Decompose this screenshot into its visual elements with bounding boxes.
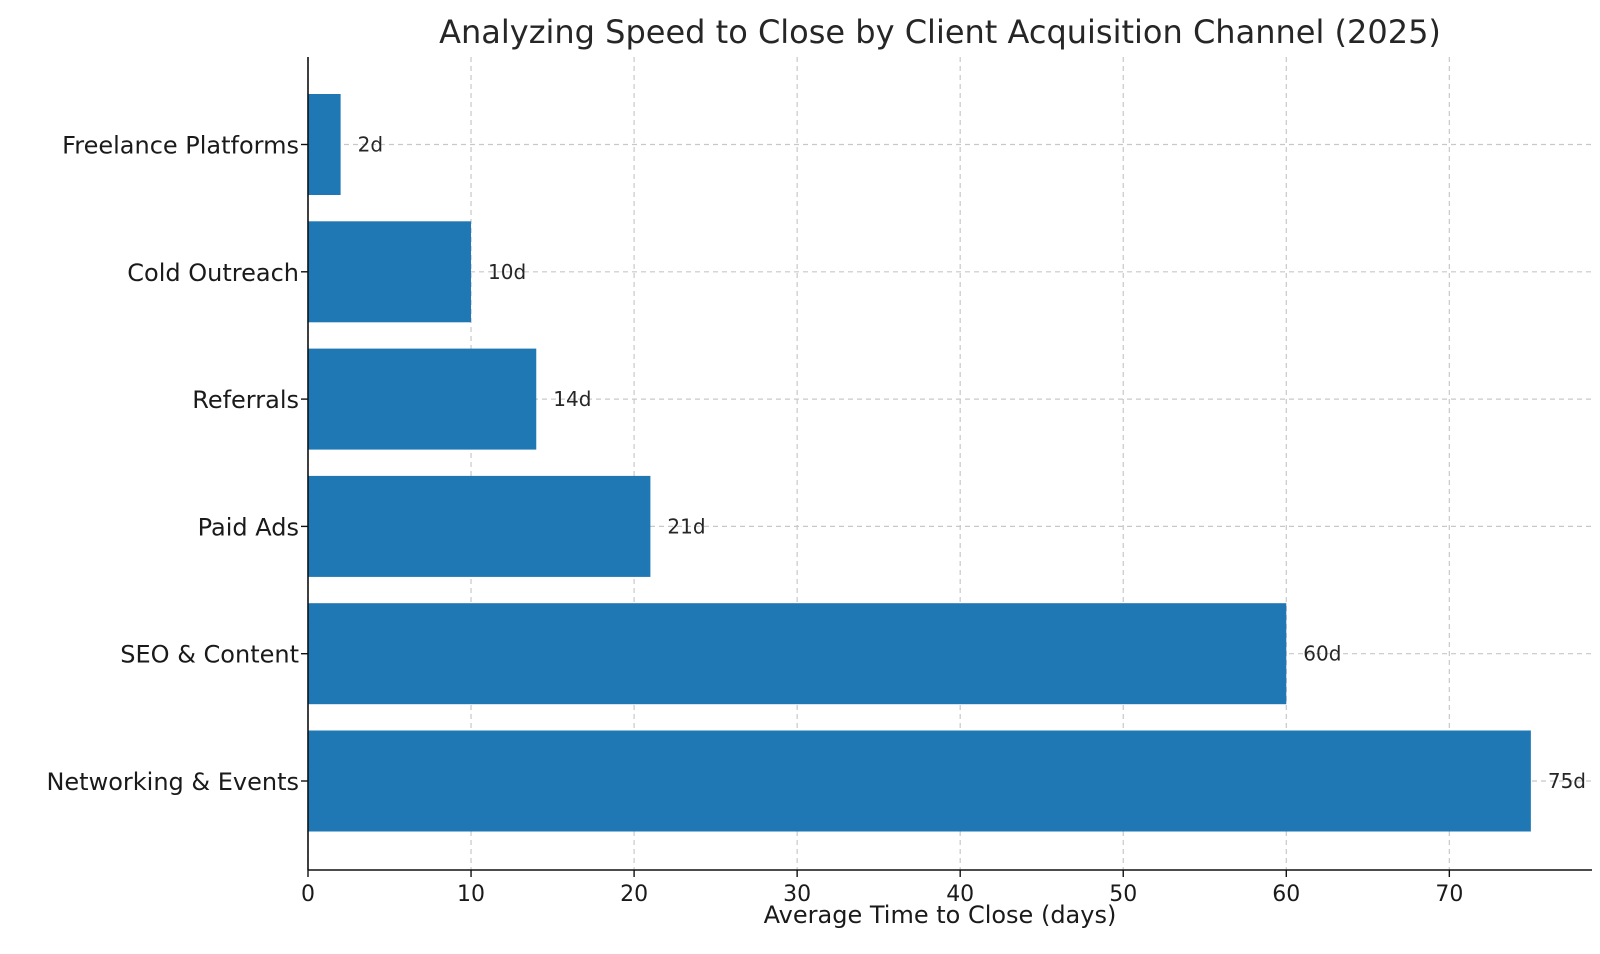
category-label: Cold Outreach (127, 259, 299, 287)
x-tick-label: 70 (1435, 882, 1463, 907)
bar (308, 475, 651, 577)
data-label: 14d (553, 387, 591, 411)
x-tick-label: 60 (1272, 882, 1300, 907)
bar (308, 603, 1287, 705)
category-label: Referrals (192, 386, 299, 414)
x-tick-label: 20 (620, 882, 648, 907)
bar (308, 221, 472, 323)
bar (308, 348, 537, 450)
data-label: 60d (1303, 642, 1341, 666)
x-tick-label: 30 (783, 882, 811, 907)
category-label: SEO & Content (120, 641, 299, 669)
data-label: 2d (358, 133, 383, 157)
x-tick-label: 10 (457, 882, 485, 907)
x-axis-label: Average Time to Close (days) (764, 901, 1117, 929)
x-tick-label: 40 (946, 882, 974, 907)
category-label: Networking & Events (46, 768, 299, 796)
axes (301, 57, 1592, 877)
data-label: 75d (1548, 769, 1586, 793)
category-label: Paid Ads (198, 513, 299, 541)
bar (308, 730, 1531, 832)
labels: 0 10 20 30 40 50 60 70 Freelance Platforms 2d Cold… (46, 132, 1586, 908)
data-label: 10d (488, 260, 526, 284)
x-tick-label: 50 (1109, 882, 1137, 907)
category-label: Freelance Platforms (62, 132, 299, 160)
data-label: 21d (667, 514, 705, 538)
bar (308, 94, 341, 195)
x-tick-label: 0 (301, 882, 315, 907)
chart-title: Analyzing Speed to Close by Client Acqui… (439, 13, 1441, 51)
bars (308, 94, 1531, 832)
